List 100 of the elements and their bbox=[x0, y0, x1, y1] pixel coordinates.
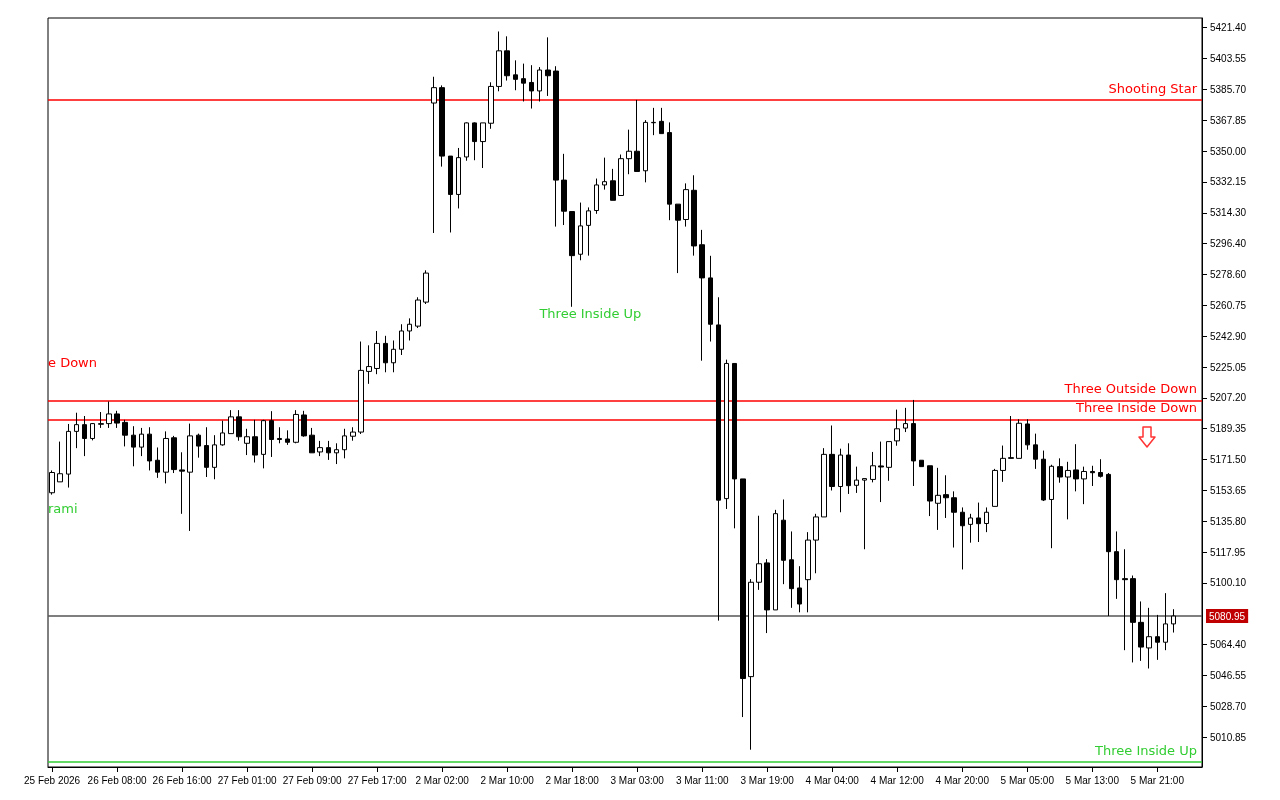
candlestick bbox=[74, 412, 79, 449]
candlestick bbox=[846, 442, 851, 495]
y-tick-label: 5421.40 bbox=[1210, 22, 1247, 34]
candlestick bbox=[399, 323, 404, 356]
candlestick bbox=[1138, 600, 1144, 662]
candlestick bbox=[1090, 465, 1095, 487]
candlestick bbox=[472, 121, 477, 161]
candlestick bbox=[821, 447, 827, 518]
candlestick bbox=[163, 430, 169, 484]
x-tick-label: 27 Feb 01:00 bbox=[217, 774, 278, 786]
x-tick-label: 2 Mar 18:00 bbox=[545, 774, 600, 786]
ref-line-label: Three Inside Up bbox=[1094, 743, 1197, 759]
candlestick bbox=[561, 153, 567, 226]
candlestick bbox=[854, 466, 859, 494]
candlestick bbox=[1033, 433, 1038, 470]
candlestick bbox=[675, 203, 681, 274]
candlestick bbox=[716, 296, 721, 622]
candlestick bbox=[805, 531, 811, 613]
candlestick bbox=[464, 121, 469, 162]
candlestick bbox=[236, 409, 242, 442]
candlestick bbox=[82, 415, 87, 457]
x-tick-label: 2 Mar 02:00 bbox=[415, 774, 470, 786]
candlestick bbox=[366, 344, 372, 385]
candlestick bbox=[1163, 592, 1168, 651]
candlestick bbox=[1049, 464, 1054, 549]
candlestick bbox=[643, 119, 648, 183]
candlestick bbox=[1073, 443, 1079, 492]
candlestick bbox=[634, 99, 640, 172]
candlestick bbox=[773, 509, 778, 611]
candlestick bbox=[618, 154, 624, 196]
candlestick bbox=[545, 36, 551, 97]
candlestick bbox=[708, 255, 713, 343]
candlestick bbox=[586, 206, 591, 257]
candlestick bbox=[448, 155, 453, 233]
y-tick-label: 5278.60 bbox=[1210, 268, 1247, 280]
candlestick bbox=[301, 410, 307, 438]
candlestick bbox=[610, 168, 616, 201]
candlestick bbox=[488, 81, 494, 130]
y-tick-label: 5314.30 bbox=[1210, 207, 1247, 219]
candlestick bbox=[293, 409, 299, 444]
candlestick bbox=[992, 468, 998, 507]
x-tick-label: 27 Feb 09:00 bbox=[282, 774, 343, 786]
candlestick bbox=[878, 441, 884, 503]
candlestick bbox=[1000, 445, 1006, 483]
candlestick bbox=[114, 410, 120, 429]
candlestick bbox=[935, 467, 941, 531]
candlestick bbox=[1057, 457, 1063, 484]
candlestick bbox=[781, 498, 786, 585]
candlestick bbox=[228, 409, 234, 435]
candlestick bbox=[220, 420, 225, 447]
candlestick bbox=[813, 513, 819, 574]
candlestick bbox=[870, 451, 876, 483]
candlestick bbox=[886, 441, 892, 482]
candlestick bbox=[789, 530, 794, 609]
candlestick bbox=[212, 434, 217, 480]
y-tick-label: 5242.90 bbox=[1210, 330, 1247, 342]
candlestick bbox=[691, 174, 697, 257]
candlestick bbox=[374, 330, 380, 375]
x-tick-label: 3 Mar 11:00 bbox=[675, 774, 729, 786]
x-tick-label: 4 Mar 20:00 bbox=[935, 774, 990, 786]
candlestick bbox=[553, 65, 559, 228]
candlestick bbox=[1106, 472, 1111, 617]
candlestick bbox=[1130, 575, 1136, 663]
candlestick bbox=[383, 335, 388, 373]
y-tick-label: 5171.50 bbox=[1210, 454, 1247, 466]
candlestick bbox=[391, 339, 396, 373]
annotation: Three Inside Up bbox=[538, 306, 642, 322]
candlestick bbox=[90, 422, 95, 441]
candlestick bbox=[683, 182, 689, 228]
candlestick bbox=[204, 426, 209, 478]
candlestick bbox=[626, 129, 632, 175]
y-tick-label: 5367.85 bbox=[1210, 114, 1247, 126]
candlestick bbox=[309, 427, 315, 454]
candlestick bbox=[569, 211, 575, 308]
x-tick-label: 4 Mar 04:00 bbox=[805, 774, 860, 786]
x-tick-label: 5 Mar 21:00 bbox=[1130, 774, 1185, 786]
candlestick bbox=[1114, 530, 1119, 600]
candlestick bbox=[529, 64, 534, 110]
candlestick bbox=[423, 269, 429, 305]
x-tick-label: 5 Mar 05:00 bbox=[1000, 774, 1055, 786]
candlestick bbox=[317, 440, 323, 457]
candlestick bbox=[797, 565, 802, 613]
candlestick bbox=[829, 425, 835, 491]
y-tick-label: 5117.95 bbox=[1210, 546, 1246, 558]
candlestick bbox=[699, 229, 705, 362]
candlestick bbox=[651, 107, 656, 136]
y-tick-label: 5260.75 bbox=[1210, 299, 1247, 311]
candlestick bbox=[862, 478, 867, 550]
candlestick bbox=[927, 465, 933, 517]
y-tick-label: 5046.55 bbox=[1210, 669, 1247, 681]
candlestick bbox=[894, 409, 900, 447]
candlestick bbox=[1171, 608, 1176, 634]
x-tick-label: 4 Mar 12:00 bbox=[870, 774, 925, 786]
candlestick bbox=[1065, 461, 1071, 520]
y-tick-label: 5296.40 bbox=[1210, 238, 1247, 250]
x-tick-label: 26 Feb 08:00 bbox=[87, 774, 147, 786]
candlestick bbox=[407, 317, 412, 341]
candlestick bbox=[968, 513, 973, 544]
candlestick bbox=[1122, 548, 1128, 651]
y-tick-label: 5403.55 bbox=[1210, 53, 1247, 65]
